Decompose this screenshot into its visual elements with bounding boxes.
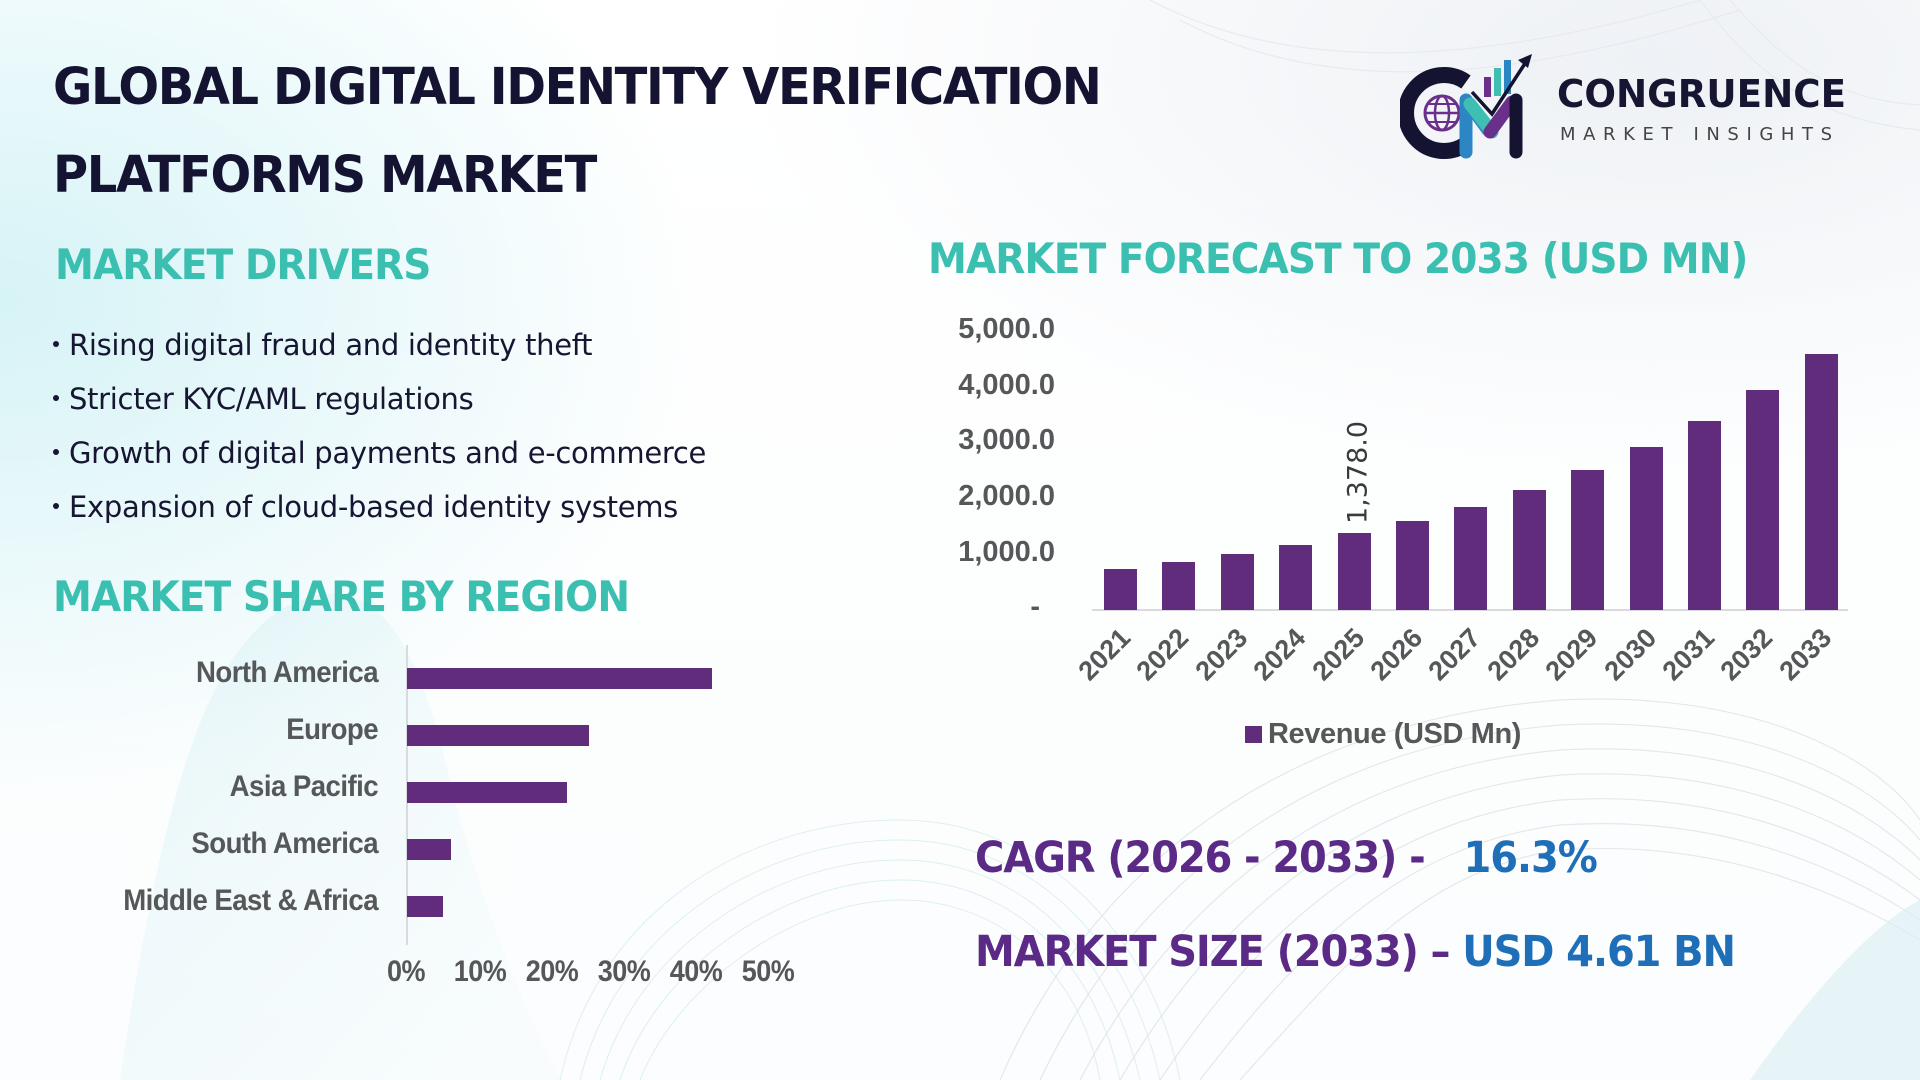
- x-axis-tick: 2023: [1189, 622, 1254, 687]
- market-size-kpi: MARKET SIZE (2033) – USD 4.61 BN: [975, 927, 1736, 977]
- page-title-line-1: GLOBAL DIGITAL IDENTITY VERIFICATION: [53, 58, 1102, 117]
- forecast-bar-2024: [1279, 545, 1313, 610]
- region-share-heading: MARKET SHARE BY REGION: [53, 572, 630, 621]
- driver-text: Stricter KYC/AML regulations: [69, 382, 474, 416]
- forecast-bar-2031: [1688, 421, 1721, 610]
- logo-name: CONGRUENCE: [1557, 72, 1847, 116]
- legend-label: Revenue (USD Mn): [1268, 718, 1522, 750]
- legend-swatch-icon: [1245, 726, 1262, 743]
- forecast-bar-2027: [1454, 507, 1488, 610]
- y-axis-tick: 1,000.0: [958, 536, 1055, 568]
- driver-item: Expansion of cloud-based identity system…: [50, 480, 706, 534]
- region-axis-tick: 0%: [387, 955, 425, 988]
- cagr-kpi: CAGR (2026 - 2033) - 16.3%: [975, 833, 1598, 883]
- forecast-bar-2029: [1571, 469, 1605, 610]
- market-drivers-heading: MARKET DRIVERS: [55, 240, 431, 289]
- x-axis-tick: 2031: [1656, 622, 1721, 687]
- region-label: Middle East & Africa: [123, 884, 378, 917]
- driver-item: Stricter KYC/AML regulations: [50, 372, 706, 426]
- x-axis-tick: 2028: [1481, 622, 1546, 687]
- cm-globe-chart-logo-icon: [1400, 54, 1532, 159]
- region-label: North America: [196, 656, 379, 689]
- region-bar: [407, 896, 444, 917]
- page-title-line-2: PLATFORMS MARKET: [53, 146, 597, 205]
- region-bar: [407, 725, 589, 746]
- region-axis-tick: 30%: [597, 955, 651, 988]
- x-axis-tick: 2029: [1539, 622, 1604, 687]
- region-bar: [407, 839, 451, 860]
- forecast-bar-2026: [1396, 520, 1429, 610]
- x-axis-tick: 2033: [1773, 622, 1838, 687]
- data-label-2025: 1,378.0: [1342, 420, 1374, 525]
- market-drivers-list: Rising digital fraud and identity theft …: [50, 318, 706, 534]
- region-axis-tick: 50%: [741, 955, 795, 988]
- bullet-icon: [53, 340, 59, 347]
- x-axis-tick: 2021: [1072, 622, 1137, 687]
- y-axis-tick: -: [1030, 591, 1040, 623]
- region-axis-tick: 40%: [669, 955, 723, 988]
- region-label: Asia Pacific: [229, 770, 379, 803]
- region-bar: [407, 668, 712, 689]
- forecast-bar-2025: [1337, 533, 1371, 610]
- region-bar: [407, 782, 567, 803]
- y-axis-tick: 2,000.0: [958, 480, 1055, 512]
- cagr-label: CAGR (2026 - 2033) -: [975, 833, 1426, 883]
- y-axis-tick: 3,000.0: [958, 424, 1055, 456]
- forecast-bar-2022: [1162, 562, 1196, 610]
- forecast-bar-2033: [1804, 353, 1838, 610]
- driver-item: Growth of digital payments and e-commerc…: [50, 426, 706, 480]
- bullet-icon: [53, 448, 59, 455]
- driver-text: Growth of digital payments and e-commerc…: [69, 436, 707, 470]
- y-axis-tick: 5,000.0: [958, 313, 1055, 345]
- logo-subtitle: MARKET INSIGHTS: [1560, 124, 1840, 145]
- forecast-bar-2030: [1629, 446, 1663, 610]
- x-axis-tick: 2027: [1422, 622, 1487, 687]
- x-axis-tick: 2025: [1306, 622, 1370, 687]
- forecast-legend: Revenue (USD Mn): [1245, 718, 1521, 751]
- x-axis-tick: 2024: [1247, 622, 1312, 687]
- market-size-value: USD 4.61 BN: [1462, 927, 1736, 977]
- forecast-heading: MARKET FORECAST TO 2033 (USD MN): [928, 234, 1748, 283]
- driver-text: Rising digital fraud and identity theft: [69, 328, 593, 362]
- cagr-value: 16.3%: [1463, 833, 1597, 883]
- forecast-bar-2032: [1746, 389, 1780, 610]
- region-label: Europe: [286, 713, 378, 746]
- company-logo: CONGRUENCE MARKET INSIGHTS: [1400, 52, 1870, 160]
- driver-text: Expansion of cloud-based identity system…: [69, 490, 678, 524]
- region-label: South America: [191, 827, 378, 860]
- x-axis-tick: 2022: [1130, 622, 1195, 687]
- forecast-bar-2021: [1104, 569, 1137, 610]
- region-axis-tick: 20%: [525, 955, 579, 988]
- page-title: GLOBAL DIGITAL IDENTITY VERIFICATION PLA…: [53, 44, 1275, 220]
- forecast-bar-2028: [1512, 490, 1546, 610]
- y-axis-tick: 4,000.0: [958, 369, 1055, 401]
- forecast-bar-2023: [1220, 554, 1254, 610]
- x-axis-tick: 2032: [1714, 622, 1779, 687]
- forecast-baseline: [1092, 609, 1848, 611]
- driver-item: Rising digital fraud and identity theft: [50, 318, 706, 372]
- bullet-icon: [53, 394, 59, 401]
- x-axis-tick: 2026: [1364, 622, 1429, 687]
- bullet-icon: [53, 502, 59, 509]
- market-size-label: MARKET SIZE (2033) –: [975, 927, 1451, 977]
- x-axis-tick: 2030: [1598, 622, 1662, 687]
- region-axis-tick: 10%: [453, 955, 507, 988]
